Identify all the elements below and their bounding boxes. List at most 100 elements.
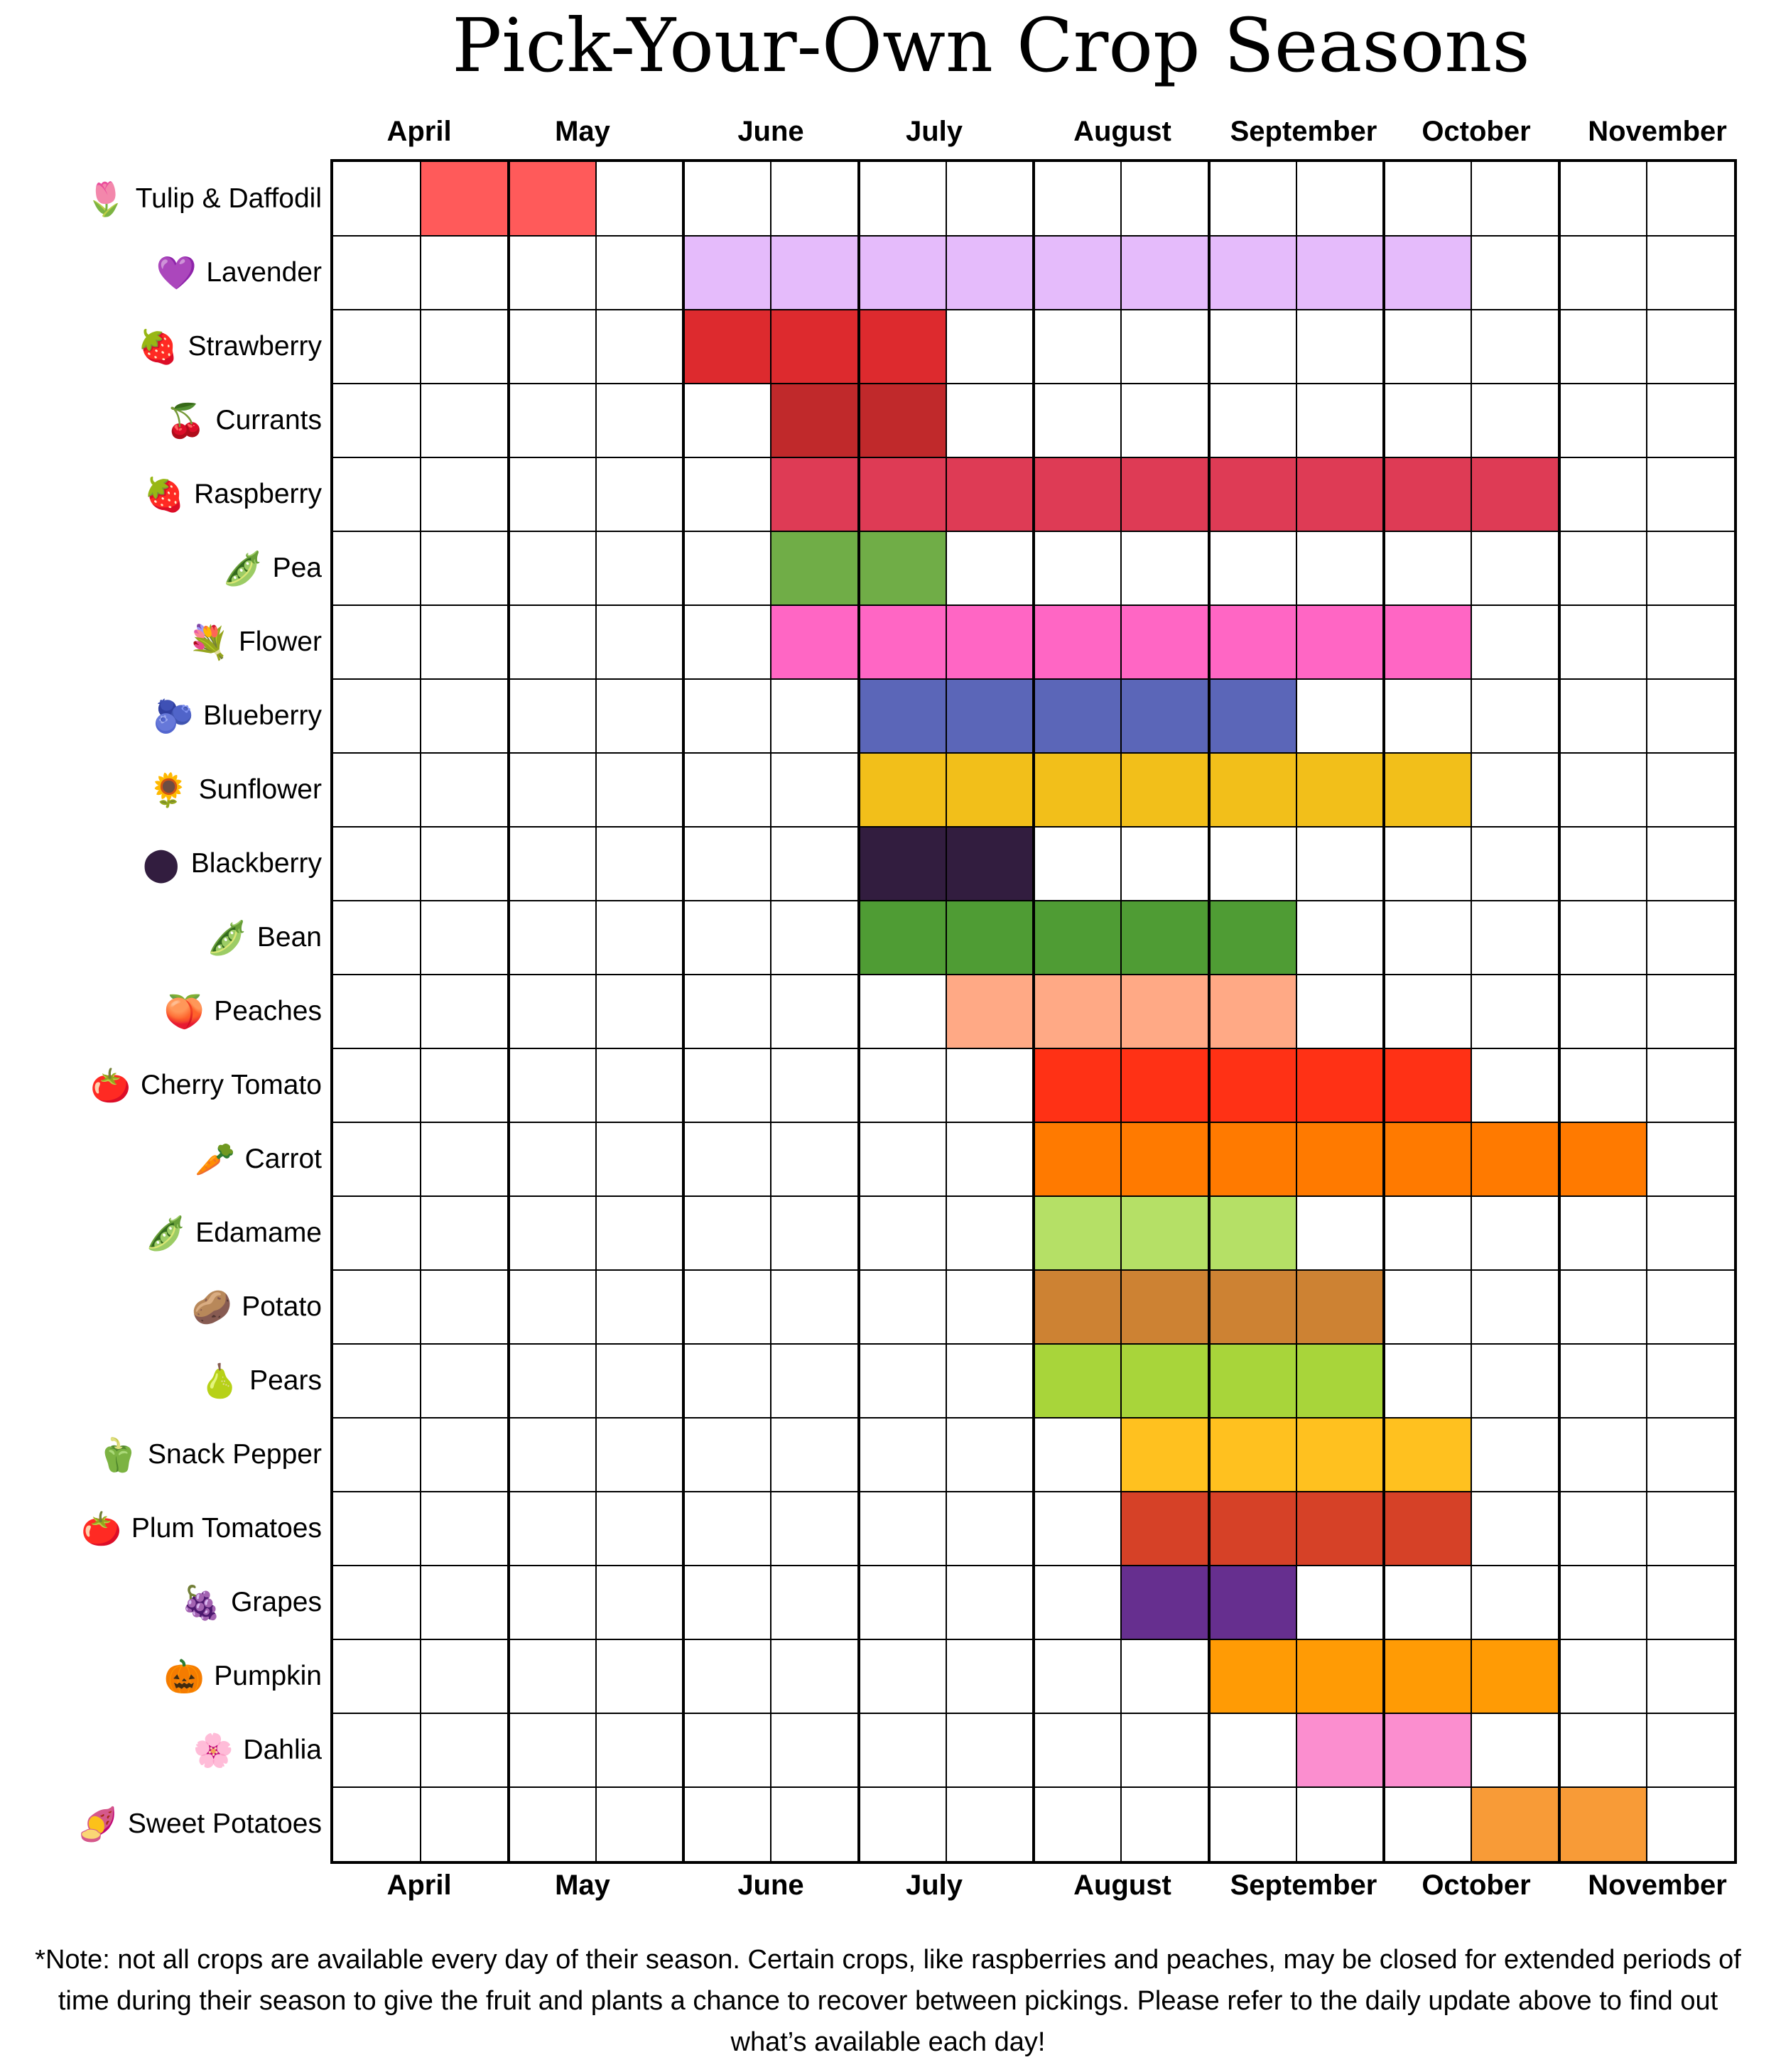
crop-name: Pumpkin <box>214 1661 322 1691</box>
crop-row-label: 💜 Lavender <box>14 236 322 310</box>
crop-name: Carrot <box>244 1144 322 1174</box>
lavender-icon: 💜 <box>156 254 197 291</box>
season-cell <box>1121 1344 1209 1418</box>
season-cell <box>1559 1787 1647 1861</box>
season-cell <box>858 679 946 753</box>
note-line-2: time during their season to give the fru… <box>58 1986 1718 2016</box>
crop-name: Snack Pepper <box>148 1439 322 1470</box>
season-cell <box>858 457 946 531</box>
month-label-october: October <box>1422 1870 1531 1901</box>
season-cell <box>1121 1492 1209 1566</box>
column-divider <box>595 162 597 1861</box>
season-cell <box>1384 1048 1472 1122</box>
crop-row-label: 🌻 Sunflower <box>14 753 322 827</box>
season-cell <box>1121 236 1209 310</box>
month-label-april: April <box>386 1870 452 1901</box>
season-cell <box>1034 1196 1122 1270</box>
column-divider <box>945 162 947 1861</box>
bean-icon: 🫛 <box>207 919 248 956</box>
month-label-april: April <box>386 116 452 147</box>
crop-row-label: 🫑 Snack Pepper <box>14 1418 322 1492</box>
season-cell <box>1034 901 1122 975</box>
season-cell <box>1296 1492 1384 1566</box>
season-cell <box>1296 1344 1384 1418</box>
crop-row-label: 🍒 Currants <box>14 384 322 457</box>
season-cell <box>1384 236 1472 310</box>
crop-row-label: 🫛 Edamame <box>14 1196 322 1270</box>
peach-icon: 🍑 <box>163 993 205 1030</box>
season-cell <box>1471 1122 1559 1196</box>
month-divider <box>1557 162 1561 1861</box>
grapes-icon: 🍇 <box>180 1584 222 1621</box>
blackberry-icon: ⬤ <box>143 845 180 882</box>
crop-name: Flower <box>238 627 322 657</box>
season-cell <box>858 310 946 384</box>
month-divider <box>1382 162 1385 1861</box>
season-cell <box>1208 1196 1296 1270</box>
month-divider <box>682 162 685 1861</box>
tulip-icon: 🌷 <box>85 180 126 217</box>
month-divider <box>1032 162 1035 1861</box>
season-cell <box>1121 753 1209 827</box>
page-title: Pick-Your-Own Crop Seasons <box>452 2 1530 89</box>
season-cell <box>1121 1566 1209 1639</box>
crop-name: Sweet Potatoes <box>127 1808 322 1839</box>
season-cell <box>1034 1122 1122 1196</box>
crop-row-label: 🍑 Peaches <box>14 975 322 1048</box>
season-cell <box>1121 1122 1209 1196</box>
crop-name: Plum Tomatoes <box>131 1513 322 1544</box>
column-divider <box>770 162 772 1861</box>
strawberry-icon: 🍓 <box>137 328 179 365</box>
crop-row-label: 💐 Flower <box>14 605 322 679</box>
season-cell <box>858 531 946 605</box>
season-cell <box>1208 975 1296 1048</box>
season-cell <box>1296 236 1384 310</box>
season-cell <box>771 384 859 457</box>
season-cell <box>1121 457 1209 531</box>
season-cell <box>1296 1418 1384 1492</box>
crop-row-label: 🥔 Potato <box>14 1270 322 1344</box>
season-cell <box>683 236 771 310</box>
month-divider <box>1207 162 1211 1861</box>
season-cell <box>858 605 946 679</box>
crop-name: Blackberry <box>190 848 322 879</box>
season-cell <box>1034 975 1122 1048</box>
crop-row-label: 🫐 Blueberry <box>14 679 322 753</box>
season-cell <box>1471 457 1559 531</box>
currants-icon: 🍒 <box>165 402 207 439</box>
month-label-august: August <box>1073 1870 1171 1901</box>
month-label-october: October <box>1422 116 1531 147</box>
season-cell <box>1034 236 1122 310</box>
season-cell <box>1296 1713 1384 1787</box>
season-cell <box>1296 457 1384 531</box>
season-cell <box>1471 1639 1559 1713</box>
season-cell <box>1296 753 1384 827</box>
season-cell <box>1296 1639 1384 1713</box>
season-cell <box>946 679 1034 753</box>
column-divider <box>1295 162 1297 1861</box>
pepper-icon: 🫑 <box>97 1436 139 1473</box>
crop-name: Edamame <box>195 1217 322 1248</box>
season-cell <box>1208 679 1296 753</box>
season-cell <box>1296 1048 1384 1122</box>
crop-name: Potato <box>242 1291 322 1322</box>
month-label-august: August <box>1073 116 1171 147</box>
season-cell <box>1208 1492 1296 1566</box>
month-header-top: April May June July August September October No… <box>0 110 1776 153</box>
season-cell <box>1384 1492 1472 1566</box>
season-cell <box>1384 1122 1472 1196</box>
crop-name: Peaches <box>214 996 322 1026</box>
season-cell <box>1208 1344 1296 1418</box>
season-cell <box>858 384 946 457</box>
season-cell <box>1121 605 1209 679</box>
season-cell <box>946 901 1034 975</box>
season-cell <box>1559 1122 1647 1196</box>
pea-icon: 🫛 <box>222 550 264 587</box>
crop-name: Sunflower <box>198 774 322 805</box>
sunflower-icon: 🌻 <box>148 771 190 808</box>
crop-name: Tulip & Daffodil <box>135 183 322 214</box>
pumpkin-icon: 🎃 <box>163 1658 205 1695</box>
month-label-may: May <box>555 1870 610 1901</box>
month-label-july: July <box>905 116 963 147</box>
column-divider <box>420 162 422 1861</box>
